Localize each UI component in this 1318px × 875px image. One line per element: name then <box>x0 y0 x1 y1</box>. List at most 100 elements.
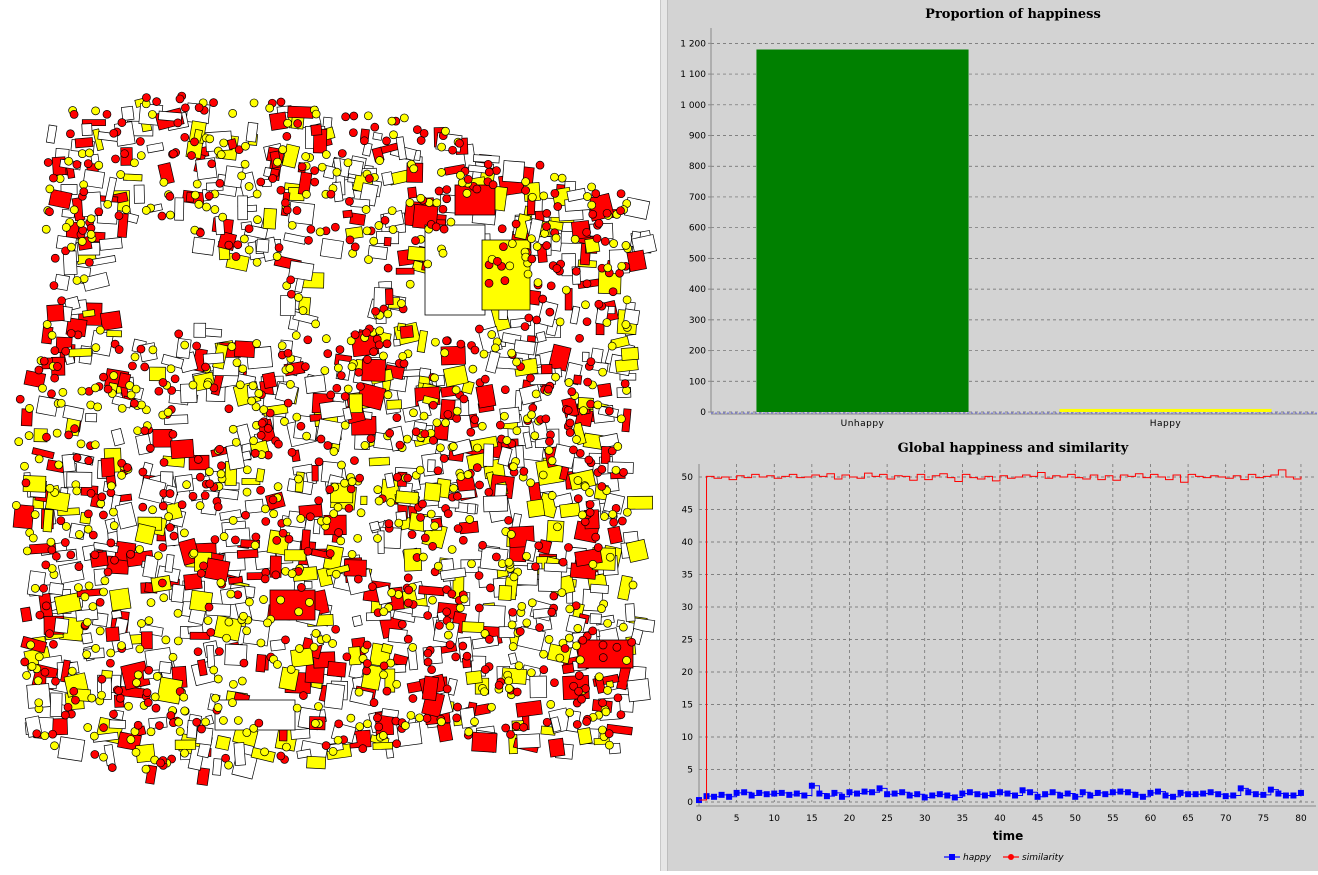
map-building <box>572 374 583 385</box>
map-agent <box>128 361 137 371</box>
map-agent <box>340 420 350 430</box>
series-point-happy <box>1162 792 1169 799</box>
map-agent <box>75 530 84 539</box>
map-agent <box>607 341 617 351</box>
map-agent <box>314 457 324 467</box>
map-building <box>237 195 248 221</box>
map-building <box>227 575 244 585</box>
map-agent <box>408 694 418 703</box>
map-agent <box>442 185 452 194</box>
map-agent <box>584 455 594 465</box>
map-agent <box>325 549 335 558</box>
map-agent <box>88 602 98 611</box>
bar-y-tick-label: 900 <box>689 132 706 142</box>
city-map[interactable] <box>0 0 660 871</box>
map-building <box>158 110 183 122</box>
map-agent <box>527 254 537 264</box>
map-agent <box>239 234 249 244</box>
map-agent <box>297 583 306 592</box>
map-agent <box>485 635 494 644</box>
map-agent <box>336 371 346 380</box>
map-agent <box>557 173 567 183</box>
map-agent <box>165 210 175 220</box>
series-point-happy <box>1222 793 1229 800</box>
series-point-happy <box>801 792 808 799</box>
map-agent <box>365 174 374 183</box>
map-agent <box>602 318 612 327</box>
map-agent <box>102 109 112 119</box>
series-point-happy <box>1027 789 1034 796</box>
map-agent <box>311 109 321 119</box>
map-agent <box>369 347 378 357</box>
series-point-happy <box>1124 789 1131 796</box>
map-agent <box>168 429 178 439</box>
map-agent <box>287 220 297 230</box>
map-agent <box>109 521 119 530</box>
map-agent <box>215 444 224 454</box>
map-agent <box>326 189 336 199</box>
map-agent <box>427 665 436 675</box>
map-agent <box>569 445 578 455</box>
map-agent <box>488 180 498 190</box>
map-building <box>475 383 497 409</box>
map-agent <box>507 348 517 358</box>
map-agent <box>382 339 392 349</box>
map-agent <box>447 589 457 599</box>
map-agent <box>463 470 473 479</box>
map-agent <box>415 465 425 475</box>
map-view[interactable] <box>0 0 660 871</box>
map-agent <box>47 389 56 399</box>
map-agent <box>443 509 453 519</box>
series-point-happy <box>726 793 733 800</box>
map-building <box>386 399 403 410</box>
map-building <box>355 382 387 411</box>
line-x-tick-label: 20 <box>844 814 856 824</box>
map-agent <box>538 470 548 480</box>
map-agent <box>553 522 562 532</box>
map-building <box>212 758 223 776</box>
map-agent <box>550 189 560 198</box>
map-agent <box>99 587 108 597</box>
map-agent <box>296 421 306 431</box>
map-agent <box>585 500 595 509</box>
map-building <box>290 728 311 740</box>
map-buildings <box>12 97 657 786</box>
map-agent <box>94 160 104 170</box>
map-agent <box>504 684 514 693</box>
map-agent <box>349 128 358 138</box>
series-point-happy <box>1147 789 1154 796</box>
map-building <box>202 327 223 338</box>
map-agent <box>456 170 465 180</box>
map-building <box>620 346 640 361</box>
map-agent <box>527 410 536 420</box>
map-agent <box>533 278 543 287</box>
map-agent <box>302 189 311 199</box>
map-agent <box>203 380 212 390</box>
map-agent <box>374 496 384 506</box>
map-agent <box>315 227 325 237</box>
map-agent <box>594 672 604 682</box>
map-agent <box>346 713 356 723</box>
map-agent <box>573 476 583 485</box>
map-agent <box>535 160 545 170</box>
map-agent <box>249 98 259 108</box>
map-agent <box>433 561 443 571</box>
map-agent <box>392 679 402 689</box>
map-agent <box>76 439 86 449</box>
bar-y-tick-label: 300 <box>689 316 706 326</box>
split-pane-divider[interactable] <box>660 0 668 871</box>
map-agent <box>475 324 484 334</box>
map-agent <box>541 414 551 424</box>
map-agent <box>416 513 425 522</box>
map-building <box>418 585 445 597</box>
map-agent <box>462 651 472 661</box>
map-agent <box>442 684 452 694</box>
map-agent <box>79 187 89 197</box>
map-agent <box>103 384 113 394</box>
map-agent <box>261 504 270 514</box>
map-agent <box>572 435 581 444</box>
map-agent <box>404 585 414 595</box>
map-agent <box>423 259 433 269</box>
map-agent <box>594 299 604 309</box>
map-agent <box>446 217 456 227</box>
